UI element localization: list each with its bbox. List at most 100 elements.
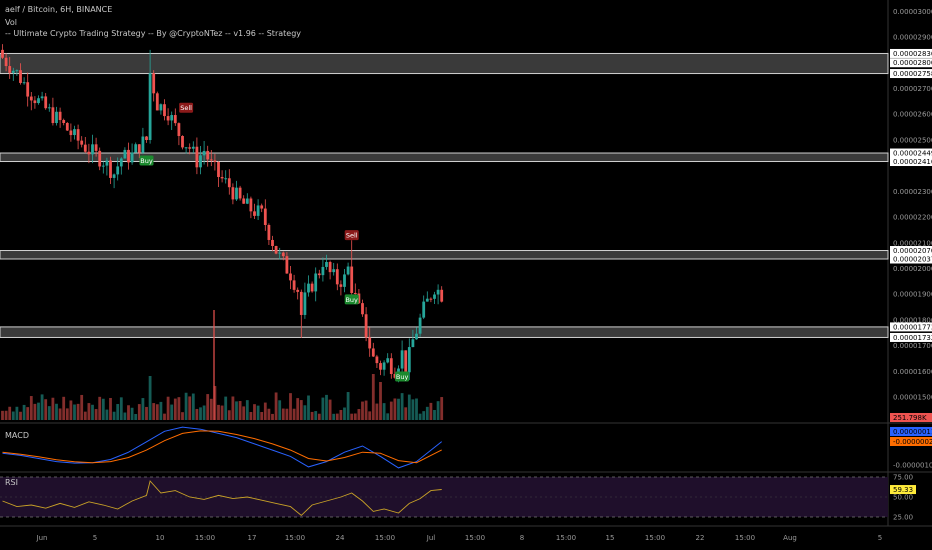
- candle-body: [368, 337, 372, 349]
- candle-body: [321, 266, 325, 276]
- candle-body: [253, 211, 256, 216]
- candle-body: [116, 166, 120, 175]
- volume-bar: [400, 393, 404, 420]
- price-box-label: 0.00002070: [893, 247, 932, 255]
- volume-bar: [26, 407, 30, 420]
- price-box-label: 0.00001732: [893, 334, 932, 342]
- price-tick-label: 0.00001900: [893, 291, 932, 299]
- candle-body: [415, 333, 418, 340]
- volume-bar: [382, 403, 386, 420]
- price-tick-label: 0.00002900: [893, 34, 932, 42]
- candle-body: [433, 294, 436, 299]
- price-box: [890, 48, 932, 58]
- candle-body: [411, 339, 415, 348]
- time-tick-label: 5: [93, 534, 97, 542]
- volume-bar: [80, 394, 84, 420]
- candle-body: [231, 187, 235, 200]
- volume-bar: [33, 403, 37, 420]
- price-tick-label: 0.00002000: [893, 265, 932, 273]
- time-tick-label: 8: [520, 534, 524, 542]
- candle-body: [217, 161, 220, 177]
- candle-body: [429, 298, 433, 300]
- signal-last-label: -0.00000029: [893, 438, 932, 446]
- candle-body: [278, 252, 282, 254]
- volume-bar: [173, 398, 177, 420]
- time-tick-label: Jul: [426, 534, 436, 542]
- candle-body: [263, 208, 267, 225]
- time-tick-label: Jun: [36, 534, 48, 542]
- price-box-label: 0.00002758: [893, 70, 932, 78]
- rsi-tick-label: 50.00: [893, 494, 913, 502]
- time-tick-label: 15:00: [465, 534, 485, 542]
- candle-body: [292, 280, 296, 290]
- volume-bar: [184, 392, 188, 420]
- candle-body: [8, 66, 12, 73]
- macd-last-label: 0.00000011: [893, 428, 932, 436]
- rsi-line: [2, 480, 442, 517]
- price-box-label: 0.00002416: [893, 158, 932, 166]
- signal-buy-box: [139, 155, 154, 166]
- volume-bar: [65, 408, 69, 420]
- price-box-label: 0.00002836: [893, 50, 932, 58]
- price-tick-label: 0.00001600: [893, 368, 932, 376]
- candle-body: [112, 174, 116, 178]
- volume-bar: [55, 403, 58, 420]
- price-tick-label: 0.00002100: [893, 239, 932, 247]
- volume-bar: [159, 401, 163, 420]
- volume-bar: [368, 411, 372, 420]
- candle-body: [224, 178, 228, 180]
- volume-bar: [278, 400, 282, 420]
- price-tick-label: 0.00002700: [893, 85, 932, 93]
- candle-body: [55, 111, 58, 124]
- price-tick-label: 0.00003000: [893, 8, 932, 16]
- price-tick-label: 0.00001800: [893, 316, 932, 324]
- candle-body: [170, 115, 174, 121]
- strategy-legend: -- Ultimate Crypto Trading Strategy -- B…: [5, 29, 302, 38]
- volume-bar: [15, 406, 19, 420]
- volume-bar: [289, 393, 292, 420]
- volume-bar: [314, 411, 318, 420]
- volume-bar: [245, 400, 249, 420]
- rsi-band: [0, 477, 888, 517]
- volume-bar: [296, 398, 300, 420]
- candle-body: [58, 111, 62, 121]
- signal-sell-box: [344, 230, 359, 241]
- volume-bar: [141, 398, 145, 420]
- candle-body: [177, 123, 181, 137]
- volume-bar: [130, 407, 134, 420]
- volume-bar: [281, 408, 285, 420]
- volume-bar: [83, 411, 87, 420]
- volume-bar: [11, 411, 15, 420]
- candle-body: [87, 151, 91, 155]
- price-box: [890, 148, 932, 158]
- volume-bar: [137, 404, 141, 420]
- volume-last-label: 251.798K: [893, 414, 927, 422]
- volume-bar: [220, 405, 224, 420]
- signal-buy-label: Buy: [140, 157, 153, 165]
- signal-buy-box: [344, 294, 359, 305]
- candle-body: [328, 262, 332, 273]
- macd-panel-label: MACD: [5, 431, 29, 440]
- volume-bar: [393, 398, 397, 420]
- candle-body: [37, 98, 40, 104]
- volume-bar: [145, 406, 148, 420]
- candle-body: [213, 160, 217, 162]
- volume-bar: [231, 396, 235, 420]
- candle-body: [152, 73, 156, 94]
- price-box: [890, 332, 932, 342]
- candle-body: [343, 274, 346, 287]
- volume-bar: [123, 412, 127, 420]
- candle-body: [209, 159, 213, 161]
- candle-body: [195, 146, 199, 168]
- candle-body: [91, 144, 94, 155]
- volume-bar: [350, 413, 354, 420]
- volume-bar: [170, 404, 174, 420]
- candle-body: [332, 269, 336, 273]
- candle-body: [357, 293, 361, 304]
- rsi-tick-label: 25.00: [893, 514, 913, 522]
- candle-body: [65, 123, 69, 131]
- candle-body: [350, 266, 354, 293]
